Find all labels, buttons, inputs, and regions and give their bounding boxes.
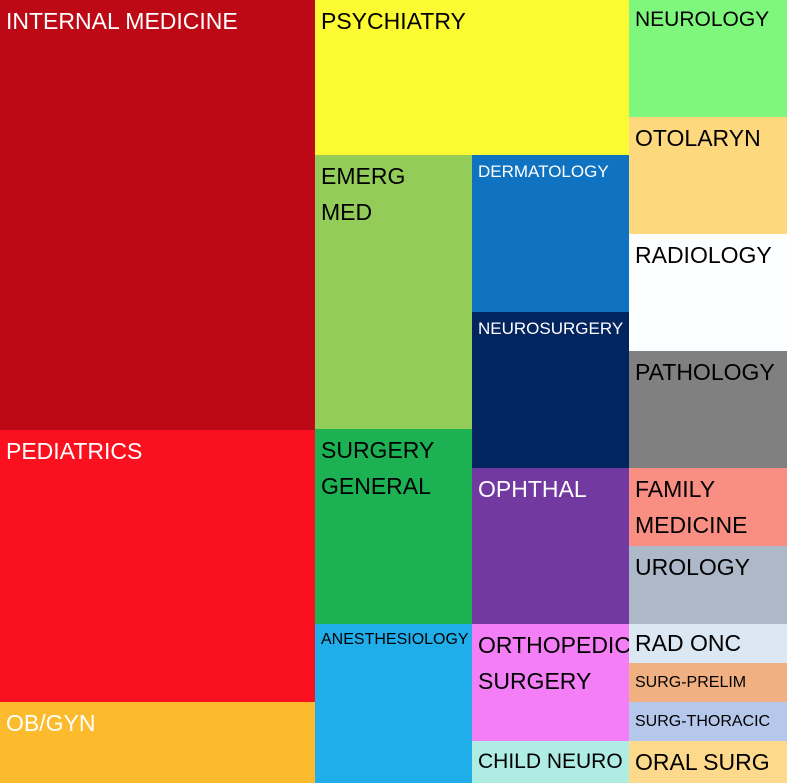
treemap-tile-child-neuro: CHILD NEURO — [472, 741, 629, 783]
treemap-tile-label: RADIOLOGY — [635, 242, 772, 268]
treemap-tile-ophthal: OPHTHAL — [472, 468, 629, 624]
treemap-tile-orthopedic-surgery: ORTHOPEDIC SURGERY — [472, 624, 629, 741]
treemap-tile-family-medicine: FAMILY MEDICINE — [629, 468, 787, 546]
treemap-tile-label: SURG-PRELIM — [635, 674, 747, 691]
treemap-tile-rad-onc: RAD ONC — [629, 624, 787, 663]
treemap-tile-label: OB/GYN — [6, 710, 96, 736]
treemap-tile-label: PSYCHIATRY — [321, 8, 466, 34]
treemap-tile-surg-thoracic: SURG-THORACIC — [629, 702, 787, 741]
treemap-tile-psychiatry: PSYCHIATRY — [315, 0, 629, 155]
treemap-tile-label: PEDIATRICS — [6, 438, 143, 464]
treemap-tile-emerg-med: EMERG MED — [315, 155, 472, 429]
treemap-tile-anesthesiology: ANESTHESIOLOGY — [315, 624, 472, 783]
treemap-tile-ob-gyn: OB/GYN — [0, 702, 315, 783]
treemap-tile-neurosurgery: NEUROSURGERY — [472, 312, 629, 468]
treemap-tile-label: CHILD NEURO — [478, 750, 623, 773]
treemap-tile-internal-medicine: INTERNAL MEDICINE — [0, 0, 315, 430]
treemap-tile-label: FAMILY MEDICINE — [635, 476, 748, 538]
treemap-tile-surgery-general: SURGERY GENERAL — [315, 429, 472, 624]
treemap-tile-label: ORTHOPEDIC SURGERY — [478, 632, 629, 694]
treemap-tile-pathology: PATHOLOGY — [629, 351, 787, 468]
treemap-tile-label: SURGERY GENERAL — [321, 437, 435, 499]
treemap-tile-urology: UROLOGY — [629, 546, 787, 624]
treemap-tile-label: NEUROSURGERY — [478, 319, 624, 338]
treemap-tile-dermatology: DERMATOLOGY — [472, 155, 629, 312]
treemap-tile-surg-prelim: SURG-PRELIM — [629, 663, 787, 702]
treemap-tile-label: NEUROLOGY — [635, 8, 770, 31]
treemap-tile-pediatrics: PEDIATRICS — [0, 430, 315, 702]
treemap-tile-label: OTOLARYN — [635, 125, 761, 151]
treemap-tile-oral-surg: ORAL SURG — [629, 741, 787, 783]
treemap-tile-otolaryn: OTOLARYN — [629, 117, 787, 234]
treemap-tile-neurology: NEUROLOGY — [629, 0, 787, 117]
treemap-tile-radiology: RADIOLOGY — [629, 234, 787, 351]
treemap-tile-label: SURG-THORACIC — [635, 713, 771, 730]
treemap-tile-label: PATHOLOGY — [635, 359, 775, 385]
treemap-tile-label: ANESTHESIOLOGY — [321, 631, 469, 648]
treemap-tile-label: RAD ONC — [635, 630, 742, 656]
treemap-tile-label: ORAL SURG — [635, 749, 770, 775]
treemap-tile-label: DERMATOLOGY — [478, 162, 609, 181]
treemap-tile-label: UROLOGY — [635, 554, 751, 580]
treemap-tile-label: EMERG MED — [321, 163, 406, 225]
treemap-tile-label: INTERNAL MEDICINE — [6, 8, 238, 34]
treemap-tile-label: OPHTHAL — [478, 476, 587, 502]
